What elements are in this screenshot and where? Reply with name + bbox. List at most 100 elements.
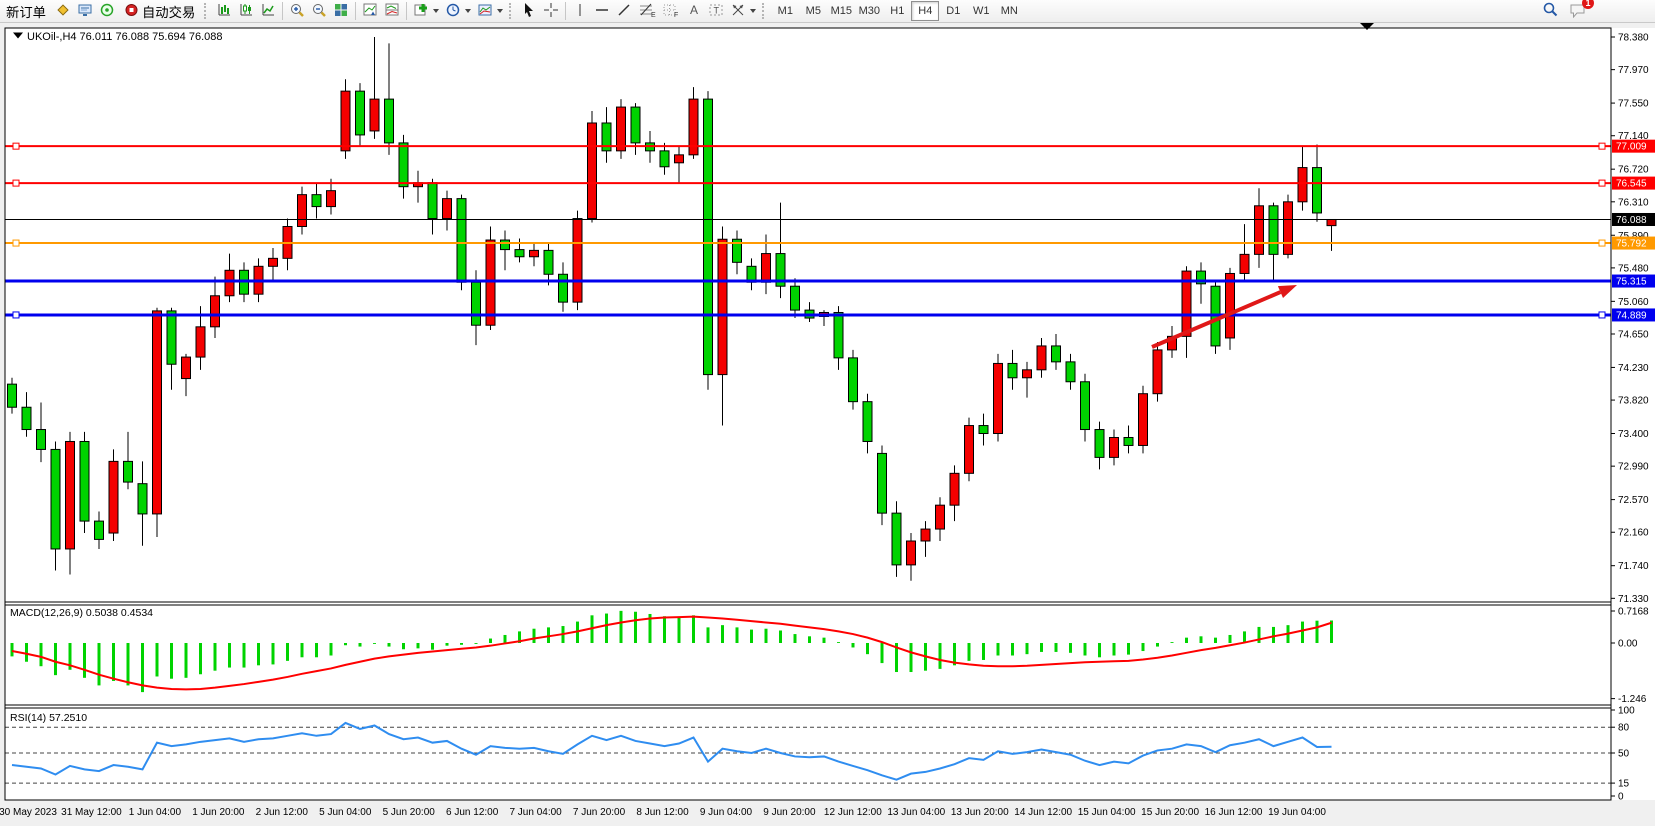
time-tick-label: 6 Jun 12:00 [446,807,499,818]
time-tick-label: 13 Jun 04:00 [887,807,945,818]
candle-body [659,150,670,168]
zoom-in-button[interactable] [286,1,308,21]
line-chart-button[interactable] [257,1,279,21]
timeframe-m5[interactable]: M5 [805,5,821,17]
indicator-list-button[interactable] [381,1,403,21]
period-button[interactable] [442,1,474,21]
text-label-button[interactable]: T [705,1,727,21]
tile-windows-button[interactable] [330,1,352,21]
timeframe-m30[interactable]: M30 [858,5,880,17]
time-tick-label: 16 Jun 12:00 [1205,807,1263,818]
toolbar-drag-handle[interactable] [762,3,768,19]
grid-icon: F [662,2,680,21]
trendline-icon [616,2,632,21]
candle-body [993,362,1003,435]
macd-panel[interactable] [10,610,1333,693]
notifications-button[interactable]: 1 [1569,0,1594,21]
timeframe-d1[interactable]: D1 [946,5,961,17]
timeframe-m15[interactable]: M15 [830,5,852,17]
text-button[interactable]: A [683,1,705,21]
time-tick-label: 13 Jun 20:00 [951,807,1009,818]
time-tick-label: 9 Jun 20:00 [763,807,816,818]
chart-shift-marker[interactable] [1360,23,1374,30]
candle-body [427,182,438,220]
indicator-window-button[interactable] [359,1,381,21]
zoom-out-button[interactable] [308,1,330,21]
autotrading-button[interactable]: 自动交易 [118,1,201,21]
rsi-panel[interactable] [5,721,1611,784]
terminal-button[interactable] [74,1,96,21]
toolbar-drag-handle[interactable] [509,3,515,19]
shapes-button[interactable] [727,1,759,21]
toolbar-separator [406,2,408,20]
time-tick-label: 19 Jun 04:00 [1268,807,1326,818]
add-indicator-icon [413,2,429,21]
candle-body [326,190,336,208]
add-indicator-button[interactable] [410,1,442,21]
timeframe-w1[interactable]: W1 [973,5,990,17]
candlestick-chart-button[interactable] [235,1,257,21]
horizontal-level-lines[interactable] [5,142,1611,319]
candle-body [1196,270,1206,285]
candle-body [514,249,525,258]
candle-body [1065,361,1076,383]
toolbar-drag-handle[interactable] [204,3,210,19]
time-tick-label: 7 Jun 04:00 [509,807,562,818]
timeframe-m1[interactable]: M1 [777,5,793,17]
candle-body [195,326,206,358]
trendline-button[interactable] [613,1,635,21]
templates-button[interactable] [474,1,506,21]
dropdown-caret-icon [750,9,757,13]
horizontal-line-button[interactable] [591,1,613,21]
time-tick-label: 15 Jun 04:00 [1078,807,1136,818]
candlesticks[interactable] [7,36,1337,581]
cursor-button[interactable] [518,1,540,21]
price-tick-label: 73.820 [1618,396,1649,407]
price-tick-label: 76.310 [1618,197,1649,208]
candle-body [500,239,510,251]
rsi-tick-label: 15 [1618,779,1630,790]
candle-body [94,520,104,540]
annotation-arrow[interactable] [1151,285,1297,349]
templates-icon [477,2,493,21]
fibonacci-button[interactable]: E [635,1,659,21]
candle-body [717,238,728,376]
svg-text:A: A [690,3,698,17]
chart-profile-button[interactable] [52,1,74,21]
timeframe-h4[interactable]: H4 [911,1,940,21]
crosshair-button[interactable] [540,1,562,21]
crosshair-icon [543,2,559,21]
line-anchor [1598,179,1606,187]
candle-body [1022,369,1032,379]
price-badge-label: 74.889 [1616,310,1647,321]
candle-body [688,98,699,156]
bar-chart-button[interactable] [213,1,235,21]
timeframe-h1[interactable]: H1 [890,5,905,17]
candle-body [543,249,554,275]
line-anchor [12,311,20,319]
vertical-line-button[interactable] [569,1,591,21]
rsi-tick-label: 100 [1618,706,1635,717]
rsi-label: RSI(14) 57.2510 [10,712,87,724]
chart-labels: UKOil-,H4 76.011 76.088 75.694 76.088 MAC… [10,31,223,724]
text-label-icon: T [708,2,724,21]
chart-title: UKOil-,H4 76.011 76.088 75.694 76.088 [27,31,223,43]
search-icon[interactable] [1542,1,1559,21]
notification-badge: 1 [1582,0,1594,9]
new-order-button[interactable]: 新订单 [0,1,52,21]
timeframe-mn[interactable]: MN [1000,5,1018,17]
candle-body [123,460,133,483]
candle-body [775,253,786,287]
price-badge-label: 76.088 [1616,215,1647,226]
grid-button[interactable]: F [659,1,683,21]
zoom-out-icon [311,2,327,21]
rsi-tick-label: 0 [1618,792,1624,803]
market-watch-button[interactable] [96,1,118,21]
time-scale[interactable]: 30 May 2023 31 May 12:00 1 Jun 04:00 1 Jun … [0,807,1326,818]
candle-body [21,406,32,431]
candle-body [297,194,307,227]
price-scale[interactable]: 78.380 77.970 77.550 77.140 76.720 76.310 75.8… [1611,32,1649,803]
candle-body [572,218,583,303]
candle-body [906,540,916,566]
